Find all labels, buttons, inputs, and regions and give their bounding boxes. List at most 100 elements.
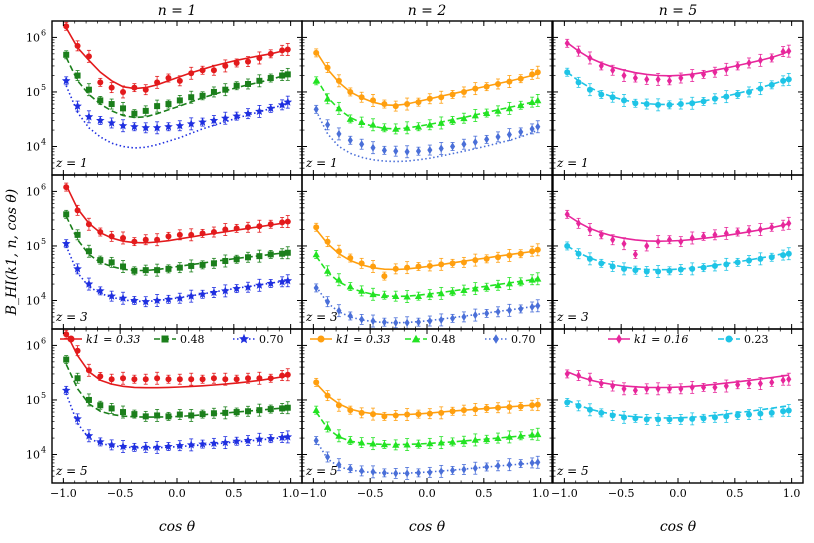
data-point <box>598 409 605 416</box>
data-point <box>243 436 253 445</box>
data-point <box>335 432 343 439</box>
data-point <box>325 120 331 129</box>
data-point <box>130 122 139 131</box>
data-point <box>655 101 662 108</box>
data-point <box>471 111 479 119</box>
data-point <box>414 440 423 447</box>
data-point <box>786 47 792 56</box>
series-line <box>65 332 288 389</box>
data-point <box>233 376 240 383</box>
legend-label: k1 = 0.16 <box>634 333 688 346</box>
data-point <box>188 231 195 238</box>
data-point <box>335 77 342 84</box>
data-point <box>689 383 695 392</box>
data-point <box>621 239 627 248</box>
data-point <box>609 263 616 270</box>
data-point <box>284 371 291 378</box>
panel-frame <box>552 174 804 330</box>
data-point <box>426 410 433 417</box>
data-point <box>175 441 185 450</box>
data-point <box>723 229 729 238</box>
data-point <box>746 226 752 235</box>
data-point <box>528 276 536 283</box>
data-point <box>535 301 541 310</box>
data-point <box>165 413 172 420</box>
data-point <box>529 248 536 255</box>
data-point <box>381 101 388 108</box>
data-point <box>176 231 183 238</box>
data-point <box>74 375 81 382</box>
data-point <box>380 124 388 131</box>
data-point <box>256 253 263 260</box>
data-point <box>233 82 240 89</box>
data-point <box>346 115 354 122</box>
data-point <box>701 383 707 392</box>
data-point <box>426 439 434 447</box>
data-point <box>221 113 230 122</box>
series-line <box>566 42 790 77</box>
data-point <box>210 260 217 267</box>
data-point <box>392 125 400 132</box>
data-point <box>576 219 582 228</box>
data-point <box>495 80 502 87</box>
data-point <box>176 376 183 383</box>
data-point <box>689 415 696 422</box>
y-tick-exponent: 4 <box>41 137 46 146</box>
data-point <box>621 265 628 272</box>
data-point <box>506 404 513 411</box>
data-point <box>277 432 287 442</box>
data-point <box>84 279 94 288</box>
data-point <box>587 375 593 384</box>
data-point <box>712 383 718 392</box>
data-point <box>186 119 196 128</box>
data-point <box>666 101 673 108</box>
data-point <box>267 75 274 82</box>
data-point <box>256 54 263 61</box>
data-point <box>381 318 387 327</box>
data-point <box>746 257 753 264</box>
data-point <box>142 236 149 243</box>
data-point <box>780 47 786 56</box>
data-point <box>757 56 763 65</box>
y-tick-label: 10 <box>26 339 40 352</box>
data-point <box>222 376 229 383</box>
data-point <box>131 84 138 91</box>
data-point <box>336 306 342 315</box>
data-point <box>370 143 376 152</box>
data-point <box>175 293 185 302</box>
data-point <box>210 410 217 417</box>
data-point <box>450 466 456 475</box>
redshift-label: z = 3 <box>305 310 338 324</box>
data-point <box>735 227 741 237</box>
data-point <box>438 467 444 476</box>
data-point <box>644 384 650 393</box>
data-point <box>165 265 172 272</box>
data-point <box>505 104 513 112</box>
data-point <box>369 290 377 298</box>
data-point <box>666 235 673 244</box>
data-point <box>564 242 571 249</box>
data-point <box>461 140 467 149</box>
redshift-label: z = 5 <box>305 464 338 478</box>
data-point <box>74 72 81 79</box>
data-point <box>142 376 149 383</box>
data-point <box>746 88 753 95</box>
data-point <box>461 465 467 474</box>
legend-label: 0.48 <box>431 333 456 346</box>
data-point <box>283 432 293 441</box>
data-point <box>131 411 138 418</box>
data-point <box>450 314 456 323</box>
data-point <box>518 127 524 136</box>
data-point <box>426 121 434 128</box>
data-point <box>484 462 490 472</box>
x-tick-label: 1.0 <box>783 487 801 500</box>
data-point <box>84 112 94 121</box>
data-point <box>780 376 786 385</box>
data-point <box>700 415 707 422</box>
data-point <box>74 347 81 354</box>
data-point <box>528 98 536 106</box>
data-point <box>347 311 353 321</box>
data-point <box>97 79 104 86</box>
data-point <box>483 255 490 262</box>
panel-r2-c2: z = 3 <box>301 174 553 330</box>
